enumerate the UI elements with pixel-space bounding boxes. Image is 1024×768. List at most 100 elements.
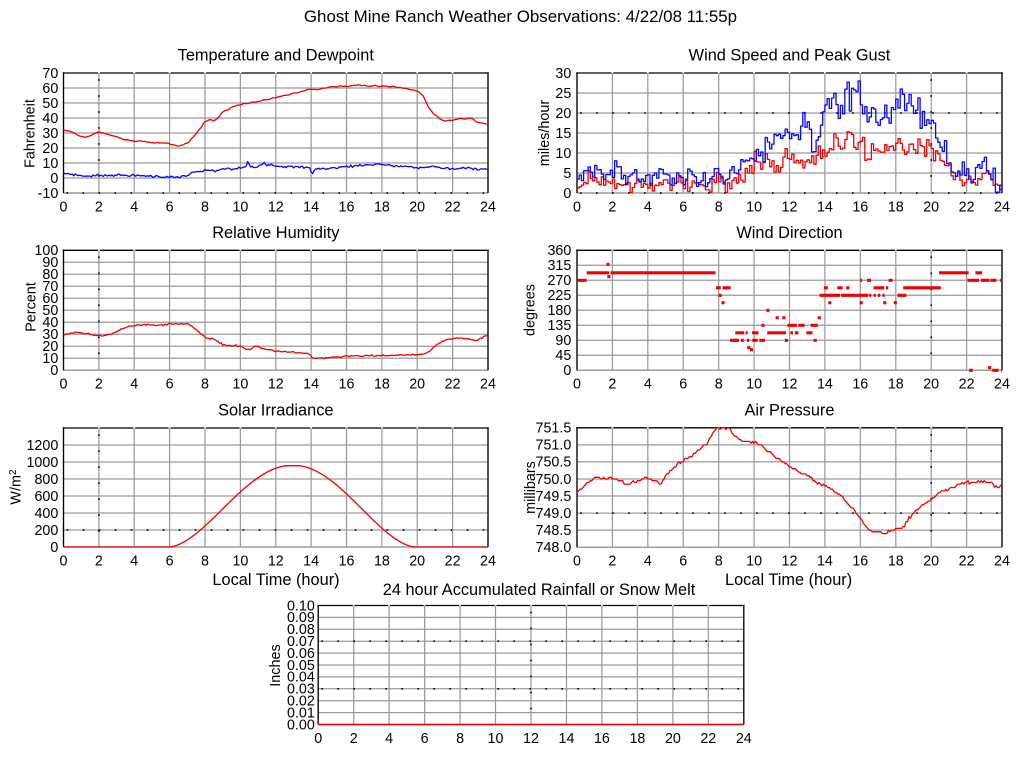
svg-text:8: 8 bbox=[715, 377, 723, 393]
svg-text:180: 180 bbox=[547, 303, 571, 319]
svg-text:10: 10 bbox=[746, 554, 762, 570]
svg-text:14: 14 bbox=[817, 554, 833, 570]
svg-text:Local Time (hour): Local Time (hour) bbox=[212, 571, 339, 589]
svg-text:750.0: 750.0 bbox=[536, 472, 572, 488]
svg-text:1200: 1200 bbox=[26, 438, 58, 454]
svg-text:30: 30 bbox=[42, 327, 58, 343]
svg-text:24 hour Accumulated Rainfall o: 24 hour Accumulated Rainfall or Snow Mel… bbox=[383, 581, 696, 599]
svg-text:5: 5 bbox=[563, 166, 571, 182]
svg-text:40: 40 bbox=[42, 111, 58, 127]
svg-text:0: 0 bbox=[573, 377, 581, 393]
svg-text:14: 14 bbox=[559, 731, 575, 747]
svg-text:12: 12 bbox=[268, 553, 284, 569]
svg-text:6: 6 bbox=[166, 377, 174, 393]
svg-text:16: 16 bbox=[339, 199, 355, 215]
svg-text:Wind Speed and Peak Gust: Wind Speed and Peak Gust bbox=[689, 47, 891, 65]
svg-text:6: 6 bbox=[679, 199, 687, 215]
svg-text:12: 12 bbox=[523, 731, 539, 747]
svg-text:200: 200 bbox=[34, 523, 58, 539]
svg-text:10: 10 bbox=[232, 199, 248, 215]
svg-text:22: 22 bbox=[445, 199, 461, 215]
svg-text:10: 10 bbox=[42, 156, 58, 172]
svg-text:0: 0 bbox=[60, 377, 68, 393]
svg-text:80: 80 bbox=[42, 267, 58, 283]
svg-text:16: 16 bbox=[852, 377, 868, 393]
svg-text:20: 20 bbox=[923, 199, 939, 215]
svg-text:20: 20 bbox=[409, 377, 425, 393]
svg-text:24: 24 bbox=[480, 553, 496, 569]
svg-text:20: 20 bbox=[42, 339, 58, 355]
svg-text:0.02: 0.02 bbox=[287, 694, 315, 710]
svg-text:0: 0 bbox=[50, 171, 58, 187]
svg-text:6: 6 bbox=[679, 377, 687, 393]
svg-text:miles/hour: miles/hour bbox=[537, 100, 553, 167]
svg-text:Relative Humidity: Relative Humidity bbox=[212, 224, 340, 242]
svg-text:20: 20 bbox=[555, 106, 571, 122]
svg-text:0.03: 0.03 bbox=[287, 682, 315, 698]
svg-text:2: 2 bbox=[608, 377, 616, 393]
svg-text:Percent: Percent bbox=[23, 282, 39, 332]
svg-text:0: 0 bbox=[60, 199, 68, 215]
svg-text:22: 22 bbox=[959, 554, 975, 570]
svg-text:0: 0 bbox=[573, 199, 581, 215]
svg-text:40: 40 bbox=[42, 315, 58, 331]
svg-text:24: 24 bbox=[994, 199, 1010, 215]
svg-text:18: 18 bbox=[374, 553, 390, 569]
svg-text:16: 16 bbox=[339, 377, 355, 393]
svg-text:Fahrenheit: Fahrenheit bbox=[23, 99, 39, 168]
svg-text:30: 30 bbox=[42, 126, 58, 142]
svg-text:8: 8 bbox=[715, 199, 723, 215]
svg-text:749.0: 749.0 bbox=[536, 506, 572, 522]
svg-text:800: 800 bbox=[34, 472, 58, 488]
svg-text:50: 50 bbox=[42, 303, 58, 319]
svg-text:12: 12 bbox=[782, 199, 798, 215]
svg-text:18: 18 bbox=[888, 554, 904, 570]
svg-text:12: 12 bbox=[268, 199, 284, 215]
svg-text:400: 400 bbox=[34, 506, 58, 522]
svg-text:14: 14 bbox=[303, 553, 319, 569]
svg-text:4: 4 bbox=[385, 731, 393, 747]
svg-text:12: 12 bbox=[782, 377, 798, 393]
svg-text:749.5: 749.5 bbox=[536, 489, 572, 505]
svg-text:millibars: millibars bbox=[523, 461, 539, 514]
svg-text:18: 18 bbox=[888, 199, 904, 215]
svg-text:0: 0 bbox=[50, 363, 58, 379]
svg-text:16: 16 bbox=[594, 731, 610, 747]
svg-text:0: 0 bbox=[60, 553, 68, 569]
svg-text:8: 8 bbox=[715, 554, 723, 570]
svg-text:18: 18 bbox=[374, 377, 390, 393]
svg-text:W/m2: W/m2 bbox=[8, 469, 25, 505]
svg-text:10: 10 bbox=[232, 553, 248, 569]
svg-text:22: 22 bbox=[445, 377, 461, 393]
svg-text:10: 10 bbox=[42, 351, 58, 367]
svg-text:4: 4 bbox=[130, 377, 138, 393]
svg-text:20: 20 bbox=[409, 199, 425, 215]
svg-text:748.0: 748.0 bbox=[536, 540, 572, 556]
svg-text:20: 20 bbox=[665, 731, 681, 747]
svg-text:751.5: 751.5 bbox=[536, 421, 572, 437]
svg-text:0.10: 0.10 bbox=[287, 598, 315, 614]
svg-text:90: 90 bbox=[42, 255, 58, 271]
svg-text:10: 10 bbox=[746, 199, 762, 215]
svg-text:16: 16 bbox=[339, 553, 355, 569]
svg-text:22: 22 bbox=[959, 377, 975, 393]
svg-text:750.5: 750.5 bbox=[536, 455, 572, 471]
svg-text:10: 10 bbox=[555, 146, 571, 162]
svg-text:Wind Direction: Wind Direction bbox=[736, 224, 842, 242]
svg-text:2: 2 bbox=[95, 199, 103, 215]
svg-text:10: 10 bbox=[232, 377, 248, 393]
svg-text:0: 0 bbox=[314, 731, 322, 747]
svg-text:Local Time (hour): Local Time (hour) bbox=[725, 571, 852, 589]
svg-text:12: 12 bbox=[268, 377, 284, 393]
svg-text:20: 20 bbox=[923, 377, 939, 393]
svg-text:0.04: 0.04 bbox=[287, 670, 315, 686]
svg-text:Temperature and Dewpoint: Temperature and Dewpoint bbox=[178, 47, 375, 65]
svg-text:-10: -10 bbox=[38, 186, 59, 202]
svg-text:4: 4 bbox=[644, 199, 652, 215]
svg-text:Solar Irradiance: Solar Irradiance bbox=[218, 402, 333, 420]
svg-text:14: 14 bbox=[303, 377, 319, 393]
svg-text:2: 2 bbox=[350, 731, 358, 747]
svg-text:0.08: 0.08 bbox=[287, 622, 315, 638]
svg-text:0: 0 bbox=[573, 554, 581, 570]
svg-text:0.09: 0.09 bbox=[287, 610, 315, 626]
